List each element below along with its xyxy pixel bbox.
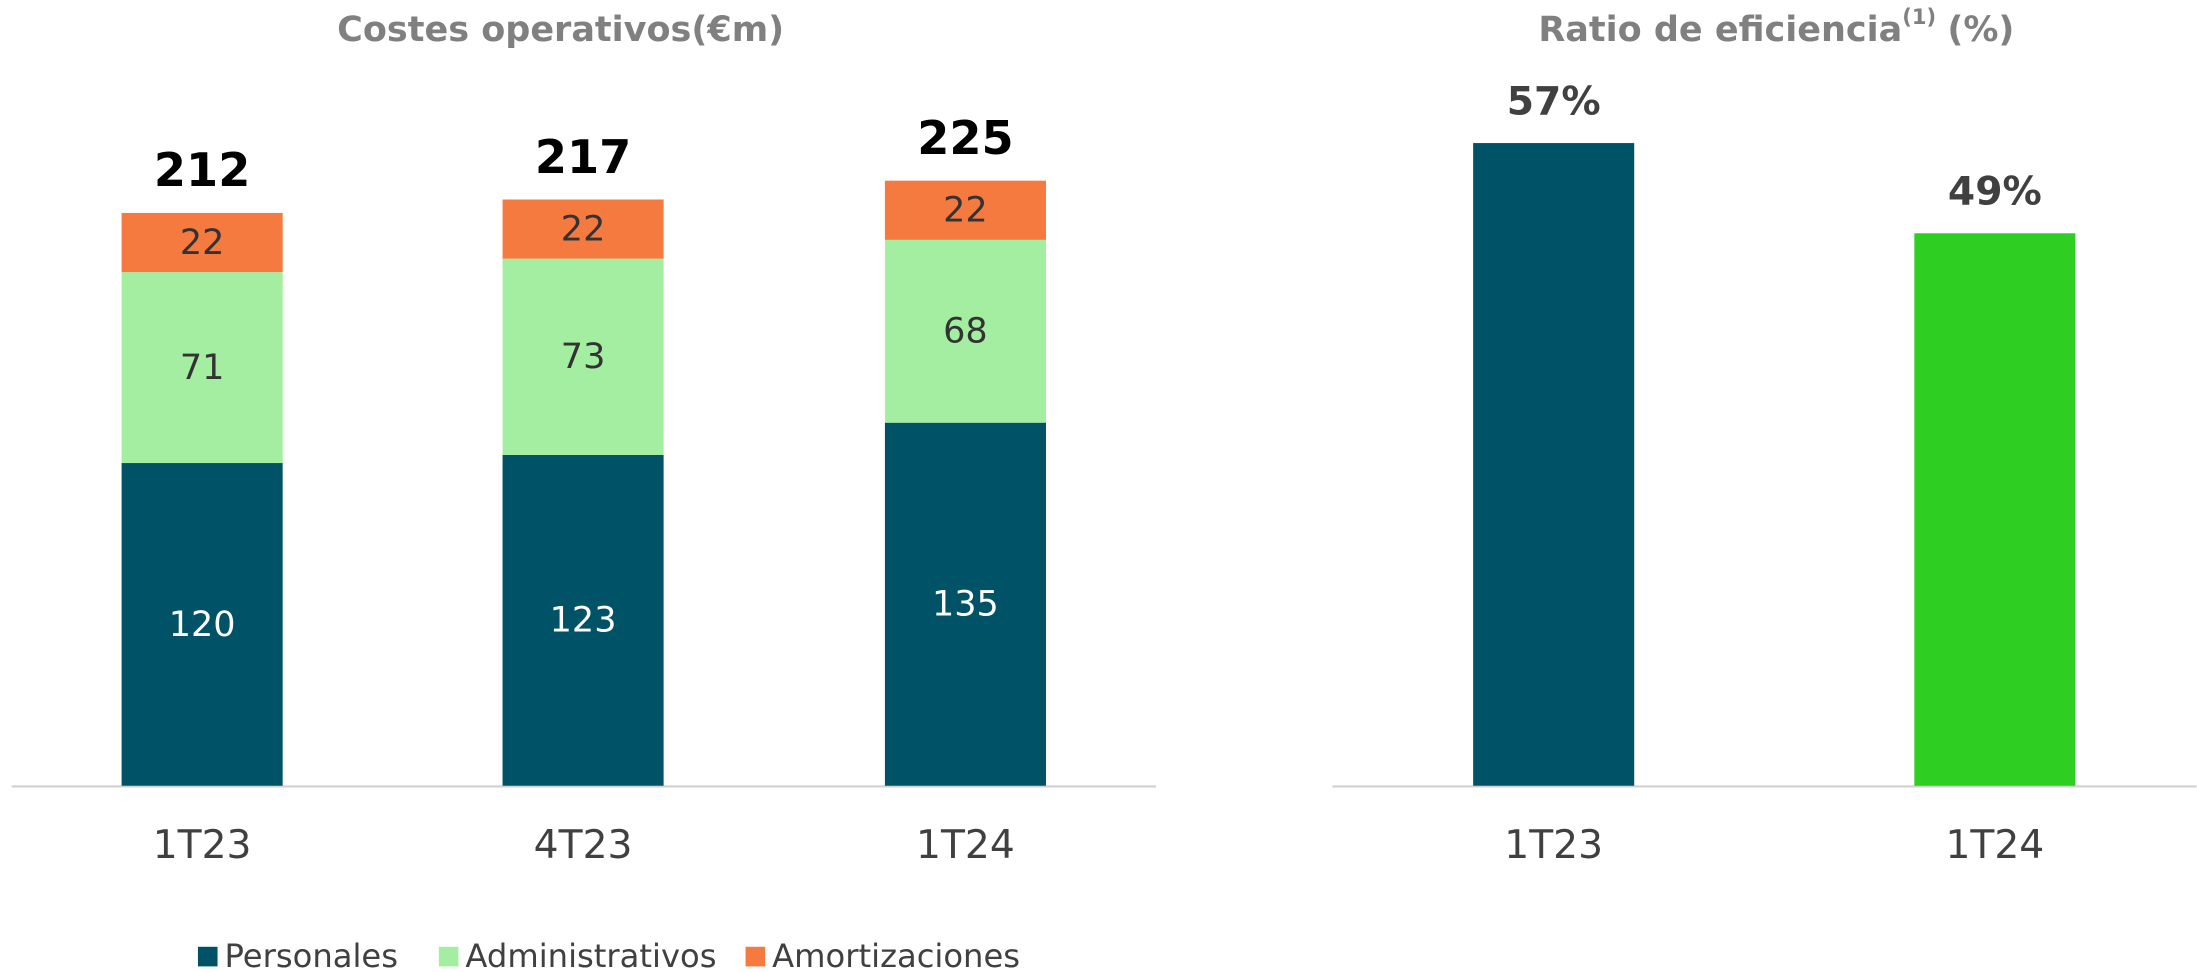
chart-title: Costes operativos(€m) [337,10,784,50]
title-suffix: (%) [1947,10,2014,50]
segment-label: 123 [550,601,617,641]
bar-segment [884,422,1046,786]
bar-segment [884,180,1046,240]
chart-title: Ratio de eficiencia(1) (%) [1538,5,2014,50]
segment-label: 73 [561,337,606,377]
bar [1473,143,1635,786]
x-tick-label: 4T23 [534,823,633,868]
total-label: 217 [535,130,631,184]
title-superscript: (1) [1902,5,1936,29]
x-tick-label: 1T23 [1504,823,1603,868]
legend-swatch [197,946,218,967]
segment-label: 71 [180,348,225,388]
segment-label: 68 [943,312,988,352]
bar-segment [121,212,283,273]
legend-label: Personales [225,937,399,972]
bar-segment [121,463,283,786]
bar [1914,233,2076,786]
x-tick-label: 1T23 [153,823,252,868]
bar-segment [884,239,1046,423]
title-main: Ratio de eficiencia [1538,10,1902,50]
legend-label: Administrativos [465,937,716,972]
total-label: 212 [154,143,250,197]
bar-segment [502,199,664,259]
legend-label: Amortizaciones [772,937,1020,972]
bar-segment [502,454,664,786]
total-label: 225 [917,111,1013,165]
value-label: 49% [1948,170,2042,215]
segment-label: 22 [561,209,606,249]
segment-label: 22 [943,191,988,231]
x-tick-label: 1T24 [1945,823,2044,868]
segment-label: 22 [180,223,225,263]
segment-label: 120 [169,605,236,645]
legend-swatch [438,946,459,967]
segment-label: 135 [932,585,999,625]
x-tick-label: 1T24 [916,823,1015,868]
bar-segment [502,258,664,455]
bar-segment [121,272,283,464]
value-label: 57% [1507,79,1601,124]
legend-swatch [745,946,766,967]
